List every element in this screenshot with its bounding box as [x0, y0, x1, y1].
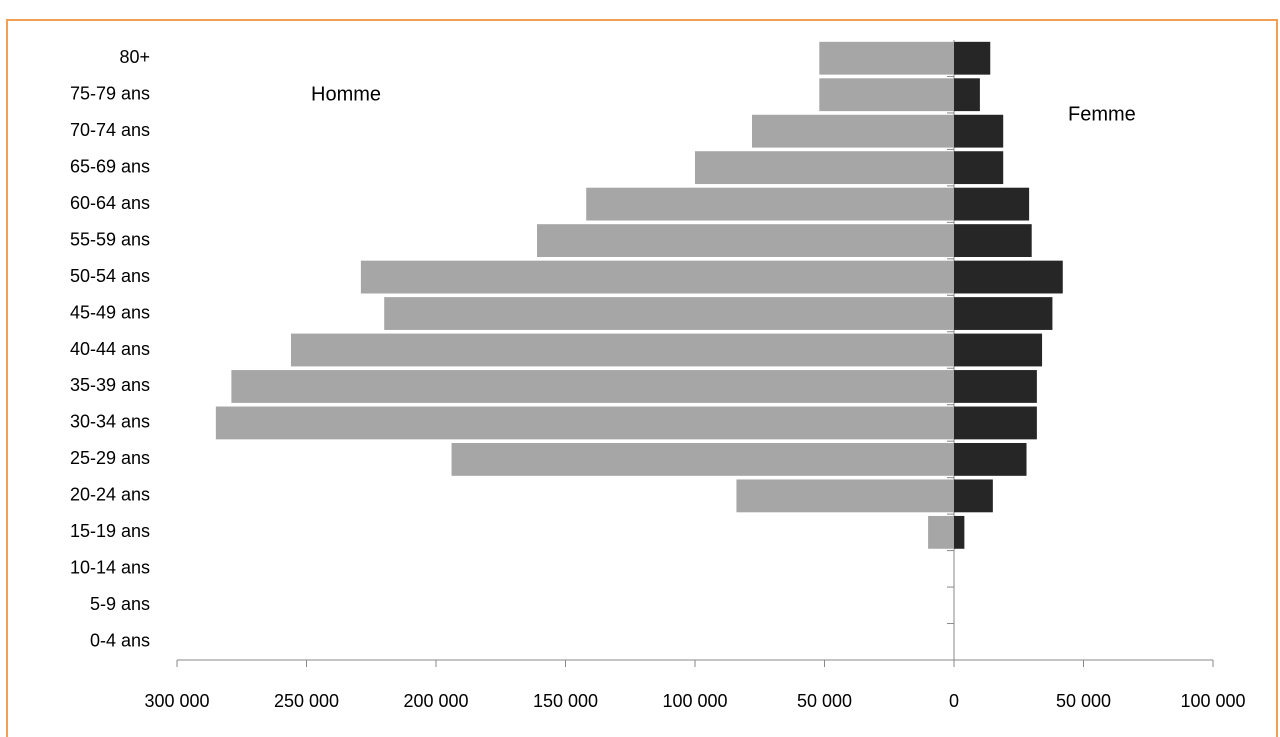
y-tick-label: 10-14 ans	[70, 558, 150, 578]
series-label: Femme	[1068, 103, 1136, 125]
bar	[954, 406, 1037, 440]
bar	[954, 515, 965, 549]
y-tick-label: 70-74 ans	[70, 120, 150, 140]
y-tick-label: 40-44 ans	[70, 339, 150, 359]
y-tick-label: 55-59 ans	[70, 229, 150, 249]
x-tick-label: 200 000	[403, 691, 468, 711]
bar	[954, 78, 980, 112]
bar	[451, 443, 954, 476]
bar	[537, 224, 954, 257]
bar	[954, 443, 1027, 476]
y-tick-label: 20-24 ans	[70, 485, 150, 505]
x-tick-label: 100 000	[1180, 691, 1245, 711]
bar	[954, 114, 1004, 148]
bar	[231, 370, 954, 403]
bar	[736, 479, 954, 513]
bar	[695, 151, 954, 185]
chart-frame	[6, 19, 1278, 737]
bar	[954, 151, 1004, 185]
bar	[819, 41, 954, 75]
bar	[751, 114, 954, 148]
x-tick-label: 300 000	[144, 691, 209, 711]
bar	[954, 224, 1032, 257]
bar	[290, 333, 955, 367]
y-tick-label: 5-9 ans	[90, 594, 150, 614]
y-tick-label: 25-29 ans	[70, 448, 150, 468]
y-tick-label: 45-49 ans	[70, 302, 150, 322]
x-tick-label: 100 000	[662, 691, 727, 711]
bar	[954, 41, 991, 75]
bar	[586, 187, 954, 221]
x-tick-label: 0	[949, 691, 959, 711]
bar	[954, 187, 1030, 221]
bar	[360, 260, 954, 294]
y-tick-label: 60-64 ans	[70, 193, 150, 213]
x-tick-label: 50 000	[1056, 691, 1111, 711]
y-tick-label: 80+	[119, 47, 150, 67]
y-tick-label: 15-19 ans	[70, 521, 150, 541]
bar	[954, 370, 1037, 403]
bar	[954, 297, 1053, 330]
x-tick-label: 50 000	[797, 691, 852, 711]
bar	[215, 406, 955, 440]
bar	[819, 78, 954, 112]
bar	[954, 479, 993, 513]
y-tick-label: 50-54 ans	[70, 266, 150, 286]
y-tick-label: 35-39 ans	[70, 375, 150, 395]
y-tick-label: 0-4 ans	[90, 631, 150, 651]
bar	[928, 515, 954, 549]
y-tick-label: 75-79 ans	[70, 83, 150, 103]
x-tick-label: 250 000	[274, 691, 339, 711]
x-tick-label: 150 000	[533, 691, 598, 711]
y-tick-label: 30-34 ans	[70, 412, 150, 432]
y-tick-label: 65-69 ans	[70, 156, 150, 176]
bar	[954, 333, 1043, 367]
series-label: Homme	[311, 83, 381, 105]
bar	[384, 297, 954, 330]
bar	[954, 260, 1063, 294]
